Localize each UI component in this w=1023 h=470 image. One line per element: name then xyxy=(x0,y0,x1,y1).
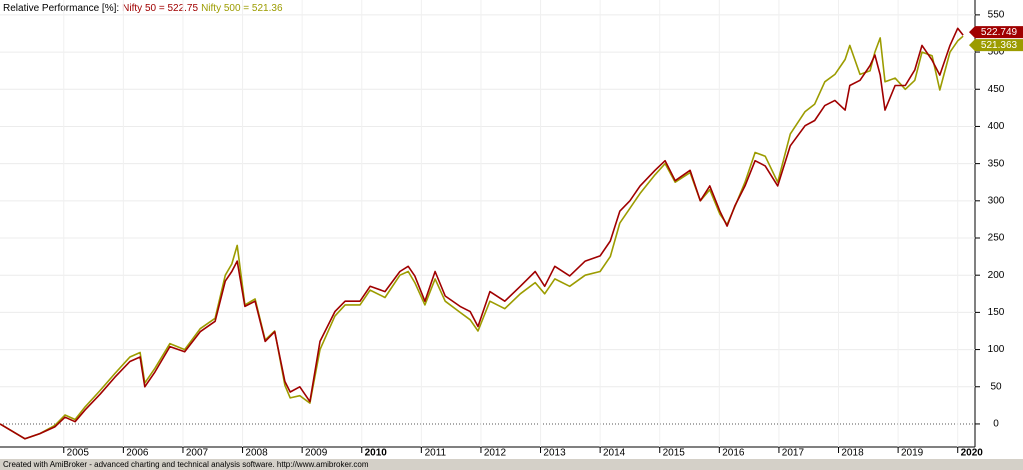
x-tick-label: 2007 xyxy=(186,448,209,459)
series-line xyxy=(0,35,964,440)
y-tick-label: 100 xyxy=(988,344,1005,355)
x-tick-label: 2009 xyxy=(305,448,328,459)
legend-entry: Nifty 500 = 521.36 xyxy=(201,3,283,14)
y-tick-label: 50 xyxy=(990,381,1002,392)
y-tick-label: 550 xyxy=(988,10,1005,21)
last-value-badge xyxy=(969,39,1023,52)
title-text: Relative Performance [%]: xyxy=(3,3,119,14)
y-tick-label: 200 xyxy=(988,270,1005,281)
last-value-badge xyxy=(969,26,1023,39)
x-tick-label: 2010 xyxy=(365,448,388,459)
x-tick-label: 2013 xyxy=(543,448,566,459)
series-line xyxy=(0,27,964,440)
footer-text: Created with AmiBroker - advanced charti… xyxy=(3,460,369,469)
y-tick-label: 400 xyxy=(988,121,1005,132)
y-tick-label: 150 xyxy=(988,307,1005,318)
x-tick-label: 2006 xyxy=(126,448,149,459)
y-tick-label: 500 xyxy=(988,47,1005,58)
y-tick-label: 250 xyxy=(988,233,1005,244)
last-value-label: 521.363 xyxy=(981,40,1018,51)
legend-entry: Nifty 50 = 522.75 xyxy=(122,3,198,14)
x-tick-label: 2015 xyxy=(663,448,686,459)
x-tick-label: 2005 xyxy=(67,448,90,459)
x-tick-label: 2012 xyxy=(484,448,507,459)
x-tick-label: 2016 xyxy=(722,448,745,459)
last-value-label: 522.749 xyxy=(981,27,1018,38)
y-tick-label: 300 xyxy=(988,195,1005,206)
y-tick-label: 450 xyxy=(988,84,1005,95)
footer-bar xyxy=(0,459,1023,470)
x-tick-label: 2019 xyxy=(901,448,924,459)
y-tick-label: 350 xyxy=(988,158,1005,169)
y-tick-label: 0 xyxy=(993,419,999,430)
x-tick-label: 2020 xyxy=(961,448,984,459)
x-tick-label: 2018 xyxy=(841,448,864,459)
x-tick-label: 2017 xyxy=(782,448,805,459)
chart-title: Relative Performance [%]: Nifty 50 = 522.… xyxy=(3,3,283,14)
x-tick-label: 2014 xyxy=(603,448,626,459)
x-tick-label: 2008 xyxy=(245,448,268,459)
x-tick-label: 2011 xyxy=(425,448,447,459)
